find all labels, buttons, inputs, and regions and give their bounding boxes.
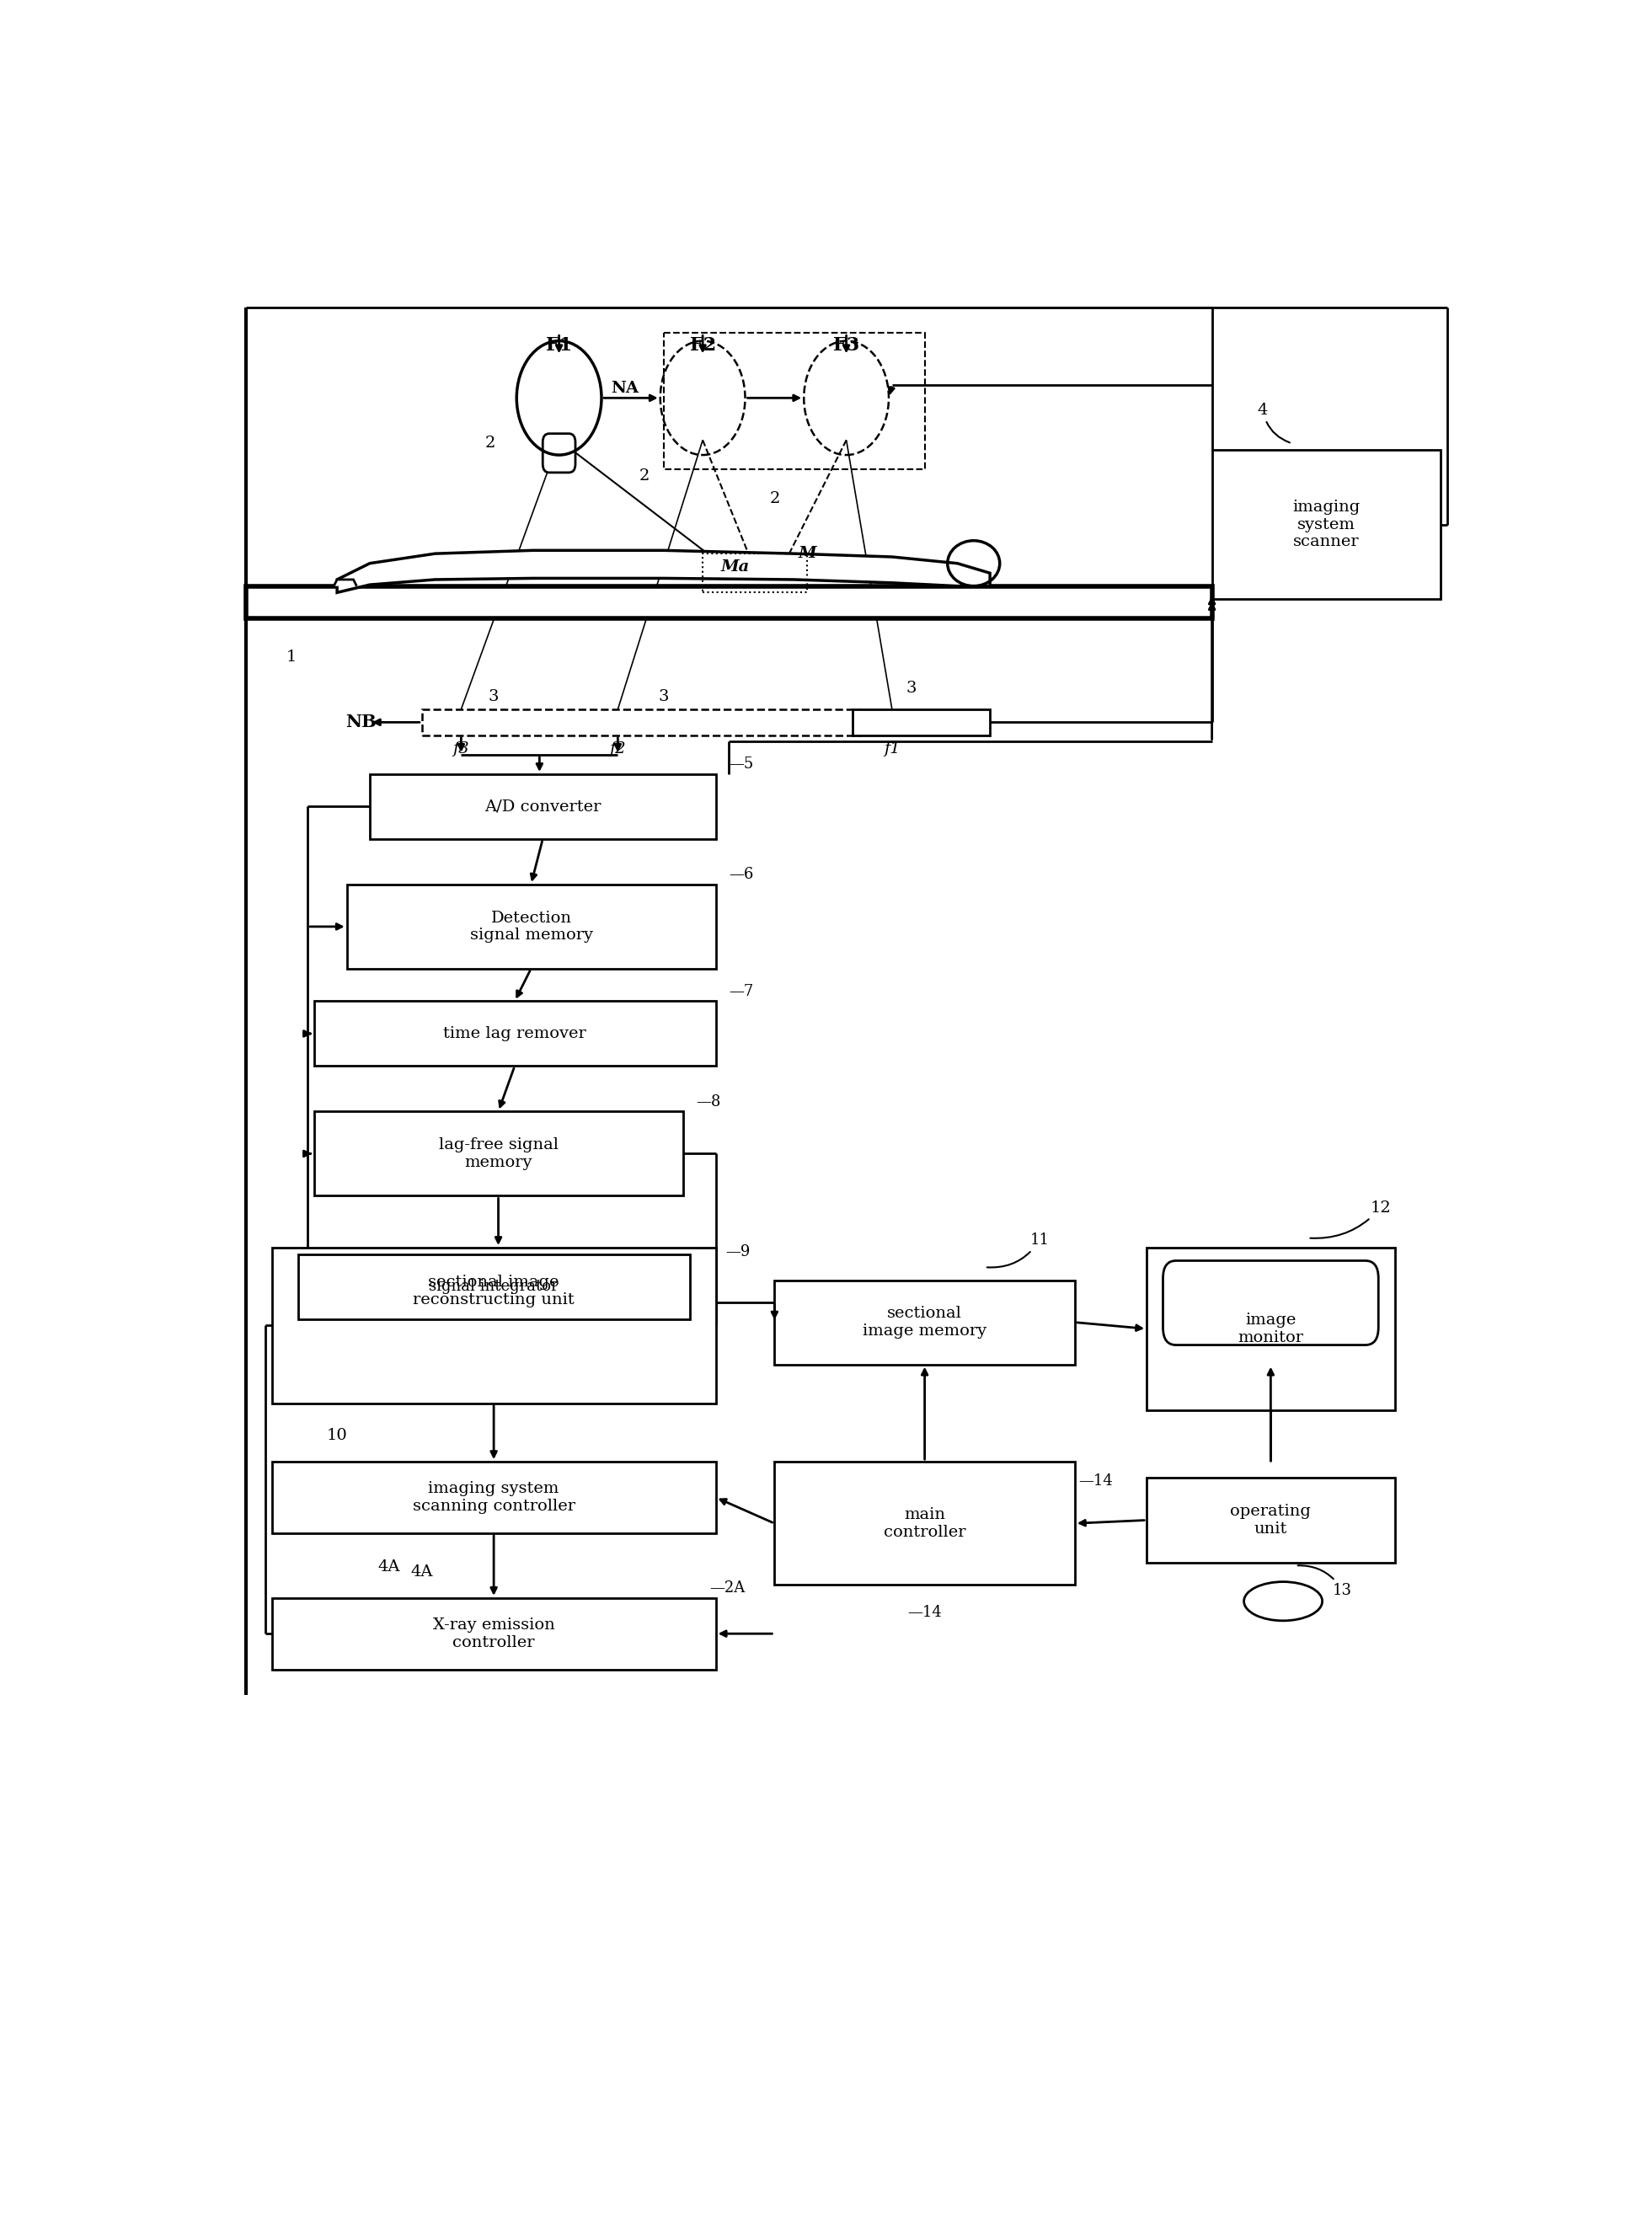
Text: main
controller: main controller — [884, 1506, 966, 1540]
Text: 3: 3 — [907, 682, 917, 695]
Text: —14: —14 — [907, 1605, 942, 1620]
Text: A/D converter: A/D converter — [484, 800, 601, 814]
FancyBboxPatch shape — [775, 1281, 1075, 1366]
Text: signal integrator: signal integrator — [430, 1278, 558, 1294]
Text: 2: 2 — [486, 436, 496, 451]
FancyBboxPatch shape — [1163, 1261, 1378, 1345]
Text: sectional image
reconstructing unit: sectional image reconstructing unit — [413, 1274, 575, 1307]
Text: NB: NB — [345, 713, 377, 731]
FancyBboxPatch shape — [297, 1254, 689, 1319]
Text: imaging system
scanning controller: imaging system scanning controller — [413, 1482, 575, 1513]
PathPatch shape — [337, 550, 990, 592]
FancyBboxPatch shape — [273, 1598, 715, 1670]
FancyBboxPatch shape — [370, 773, 715, 838]
Text: lag-free signal
memory: lag-free signal memory — [439, 1138, 558, 1169]
Text: time lag remover: time lag remover — [443, 1026, 586, 1042]
Text: 12: 12 — [1310, 1200, 1391, 1238]
Text: f2: f2 — [610, 742, 626, 758]
FancyBboxPatch shape — [1146, 1477, 1394, 1562]
Text: f3: f3 — [453, 742, 469, 758]
Text: f1: f1 — [884, 742, 900, 758]
Text: —2A: —2A — [709, 1580, 745, 1596]
Text: F1: F1 — [545, 335, 572, 355]
Text: 4: 4 — [1257, 402, 1290, 443]
Text: F2: F2 — [689, 335, 715, 355]
PathPatch shape — [334, 579, 357, 586]
Text: —6: —6 — [729, 867, 753, 883]
Text: 4A: 4A — [411, 1564, 433, 1580]
Text: NA: NA — [611, 380, 638, 396]
FancyBboxPatch shape — [1146, 1247, 1394, 1410]
Text: 1: 1 — [286, 650, 297, 666]
FancyBboxPatch shape — [1213, 449, 1441, 599]
Text: —7: —7 — [729, 983, 753, 999]
FancyBboxPatch shape — [421, 708, 859, 735]
Text: F3: F3 — [833, 335, 859, 355]
Text: X-ray emission
controller: X-ray emission controller — [433, 1618, 555, 1649]
FancyBboxPatch shape — [347, 885, 715, 968]
FancyBboxPatch shape — [775, 1462, 1075, 1585]
Text: Detection
signal memory: Detection signal memory — [469, 910, 593, 943]
Text: M: M — [798, 545, 816, 561]
Text: —8: —8 — [695, 1095, 720, 1109]
FancyBboxPatch shape — [314, 1111, 684, 1196]
FancyBboxPatch shape — [852, 708, 990, 735]
FancyBboxPatch shape — [314, 1001, 715, 1066]
Text: 11: 11 — [986, 1234, 1049, 1267]
FancyBboxPatch shape — [273, 1462, 715, 1533]
Text: 13: 13 — [1298, 1564, 1351, 1598]
FancyBboxPatch shape — [246, 586, 1213, 619]
Text: —5: —5 — [729, 758, 753, 771]
Text: Ma: Ma — [720, 559, 750, 574]
Text: image
monitor: image monitor — [1237, 1312, 1303, 1345]
Text: 3: 3 — [489, 688, 499, 704]
Text: 3: 3 — [657, 688, 669, 704]
Text: 4A: 4A — [378, 1560, 400, 1573]
Text: —14: —14 — [1079, 1473, 1112, 1489]
Text: 2: 2 — [639, 467, 649, 483]
Text: sectional
image memory: sectional image memory — [862, 1305, 986, 1339]
Text: imaging
system
scanner: imaging system scanner — [1292, 498, 1360, 550]
Text: —9: —9 — [725, 1245, 750, 1261]
Text: 10: 10 — [327, 1428, 347, 1444]
FancyBboxPatch shape — [544, 434, 575, 472]
Text: operating
unit: operating unit — [1231, 1504, 1312, 1535]
Text: 2: 2 — [770, 492, 780, 505]
FancyBboxPatch shape — [273, 1247, 715, 1404]
